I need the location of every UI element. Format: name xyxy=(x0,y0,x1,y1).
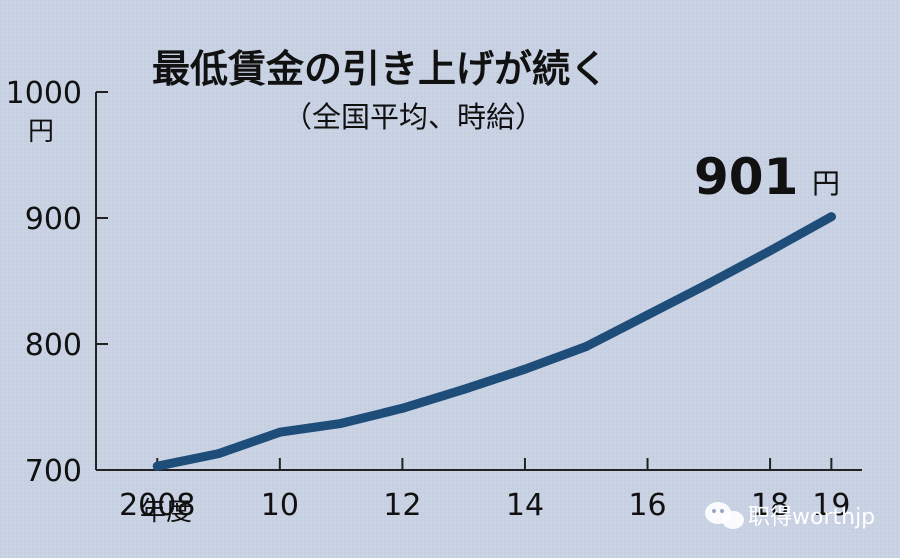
data-point-2009 xyxy=(214,449,224,459)
data-point-2017 xyxy=(704,279,714,289)
x-tick-label-2: 12 xyxy=(383,488,421,523)
data-point-2019 xyxy=(826,212,836,222)
x-tick-label-6: 19 xyxy=(812,488,850,523)
x-tick-label-5: 18 xyxy=(751,488,789,523)
watermark: 职得worthjp xyxy=(705,502,875,530)
series-points xyxy=(152,212,836,471)
y-tick-label-3: 1000 xyxy=(6,76,82,111)
y-tick-label-0: 700 xyxy=(25,454,82,489)
data-point-2011 xyxy=(336,418,346,428)
callout-value: 901 xyxy=(694,148,798,206)
data-point-2014 xyxy=(520,364,530,374)
chart-subtitle: （全国平均、時給） xyxy=(283,100,544,134)
data-point-2013 xyxy=(459,384,469,394)
watermark-text: 职得worthjp xyxy=(748,505,875,530)
y-tick-label-1: 800 xyxy=(25,328,82,363)
data-point-2008 xyxy=(152,461,162,471)
x-tick-label-1: 10 xyxy=(261,488,299,523)
series-line xyxy=(152,212,836,471)
data-point-2010 xyxy=(275,427,285,437)
chart-title: 最低賃金の引き上げが続く xyxy=(152,47,608,91)
y-unit-label: 円 xyxy=(28,117,54,147)
wechat-icon xyxy=(705,502,744,529)
callout-unit: 円 xyxy=(812,167,840,200)
data-point-2018 xyxy=(765,246,775,256)
x-tick-label-4: 16 xyxy=(628,488,666,523)
x-unit-label: 年度 xyxy=(140,497,192,527)
x-tick-label-0: 2008 xyxy=(119,488,195,523)
y-tick-label-2: 900 xyxy=(25,202,82,237)
axis-ticks: 700 800 900 1000 2008 10 12 14 16 18 19 xyxy=(6,76,851,523)
data-point-2016 xyxy=(643,310,653,320)
data-point-2012 xyxy=(397,403,407,413)
x-tick-label-3: 14 xyxy=(506,488,544,523)
data-point-2015 xyxy=(581,342,591,352)
